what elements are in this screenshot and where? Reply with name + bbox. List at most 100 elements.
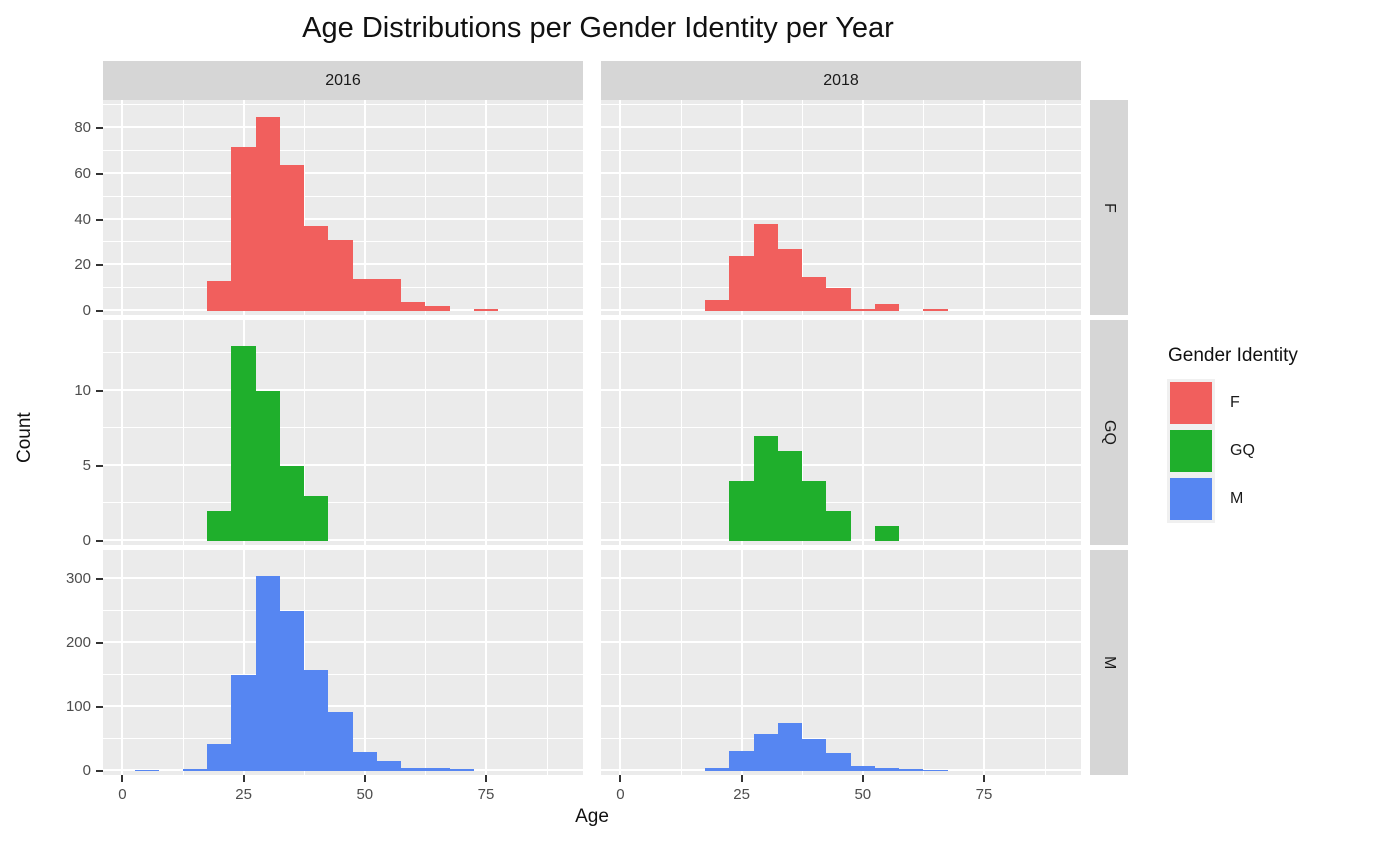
gridline-minor	[182, 100, 184, 315]
gridline-major	[619, 550, 622, 775]
y-tick-mark	[96, 641, 103, 644]
gridline-major	[601, 217, 1081, 220]
gridline-major	[601, 126, 1081, 129]
x-tick-mark	[121, 775, 124, 782]
gridline-major	[861, 320, 864, 545]
y-tick-label: 5	[82, 456, 91, 474]
histogram-bar	[874, 767, 900, 771]
gridline-minor	[103, 195, 583, 197]
gridline-minor	[680, 550, 682, 775]
facet-strip-f: F	[1090, 100, 1128, 315]
facet-panel-m-2016	[103, 550, 583, 775]
facet-panel-gq-2016	[103, 320, 583, 545]
x-tick-label: 50	[854, 786, 872, 803]
x-tick-label: 0	[616, 786, 625, 803]
y-tick-mark	[96, 464, 103, 467]
x-tick-label: 0	[118, 786, 127, 803]
gridline-minor	[601, 104, 1081, 106]
gridline-minor	[802, 550, 804, 775]
gridline-major	[121, 100, 124, 315]
x-axis-title: Age	[575, 806, 609, 827]
histogram-bar	[826, 510, 851, 541]
gridline-major	[363, 320, 366, 545]
facet-panel-f-2016	[103, 100, 583, 315]
legend: Gender Identity F GQ M	[1150, 345, 1395, 525]
gridline-minor	[304, 100, 306, 315]
gridline-major	[103, 126, 583, 129]
histogram-bar	[352, 751, 377, 771]
y-tick-mark	[96, 264, 103, 267]
gridline-major	[619, 100, 622, 315]
x-tick-label: 75	[975, 786, 993, 803]
gridline-major	[485, 100, 488, 315]
y-tick-mark	[96, 769, 103, 772]
legend-swatch-gq	[1170, 430, 1212, 472]
y-tick-mark	[96, 389, 103, 392]
y-axis-title: Count	[14, 412, 35, 463]
facet-strip-label: 2016	[325, 71, 361, 89]
facet-panel-m-2018	[601, 550, 1081, 775]
y-tick-mark	[96, 705, 103, 708]
histogram-bar	[255, 575, 280, 771]
gridline-minor	[601, 502, 1081, 504]
histogram-bar	[874, 304, 900, 311]
y-tick-label: 100	[65, 697, 91, 715]
facet-strip-label: GQ	[1101, 420, 1118, 445]
gridline-major	[103, 538, 583, 541]
gridline-minor	[103, 502, 583, 504]
facet-panel-gq-2018	[601, 320, 1081, 545]
histogram-bar	[899, 769, 924, 771]
histogram-bar	[304, 670, 329, 771]
histogram-bar	[207, 510, 232, 541]
facet-strip-m: M	[1090, 550, 1128, 775]
gridline-major	[103, 704, 583, 707]
gridline-major	[740, 320, 743, 545]
gridline-minor	[103, 609, 583, 611]
legend-key-gq: GQ	[1170, 429, 1395, 473]
x-tick-label: 75	[477, 786, 495, 803]
histogram-bar	[753, 733, 778, 771]
gridline-major	[983, 320, 986, 545]
gridline-major	[861, 100, 864, 315]
histogram-bar	[753, 435, 778, 541]
facet-strip-label: M	[1101, 655, 1118, 670]
x-tick-label: 25	[733, 786, 750, 803]
histogram-bar	[777, 450, 803, 541]
gridline-major	[601, 704, 1081, 707]
histogram-bar	[826, 753, 851, 771]
legend-key-m: M	[1170, 477, 1395, 521]
histogram-bar	[777, 723, 803, 771]
y-tick-label: 20	[74, 256, 91, 274]
x-tick-mark	[740, 775, 743, 782]
histogram-bar	[352, 278, 377, 311]
histogram-bar	[207, 281, 232, 311]
y-tick-mark	[96, 539, 103, 542]
y-tick-mark	[96, 127, 103, 130]
facet-strip-gq: GQ	[1090, 320, 1128, 545]
gridline-minor	[103, 427, 583, 429]
histogram-bar	[328, 240, 353, 311]
x-tick-label: 50	[356, 786, 374, 803]
histogram-bar	[231, 345, 256, 541]
facet-strip-2018: 2018	[601, 61, 1081, 100]
gridline-major	[601, 576, 1081, 579]
gridline-major	[485, 550, 488, 775]
histogram-bar	[207, 743, 232, 771]
y-tick-label: 0	[82, 301, 91, 319]
legend-swatch-f	[1170, 382, 1212, 424]
facet-strip-label: F	[1101, 202, 1118, 213]
x-tick-mark	[983, 775, 986, 782]
gridline-minor	[546, 100, 548, 315]
histogram-bar	[304, 495, 329, 541]
y-tick-label: 200	[65, 633, 91, 651]
gridline-minor	[182, 550, 184, 775]
legend-swatch-m	[1170, 478, 1212, 520]
x-tick-mark	[619, 775, 622, 782]
histogram-bar	[874, 525, 900, 541]
gridline-minor	[601, 673, 1081, 675]
gridline-minor	[103, 150, 583, 152]
gridline-minor	[425, 100, 427, 315]
legend-key-f: F	[1170, 381, 1395, 425]
histogram-bar	[850, 308, 875, 311]
gridline-major	[601, 263, 1081, 266]
